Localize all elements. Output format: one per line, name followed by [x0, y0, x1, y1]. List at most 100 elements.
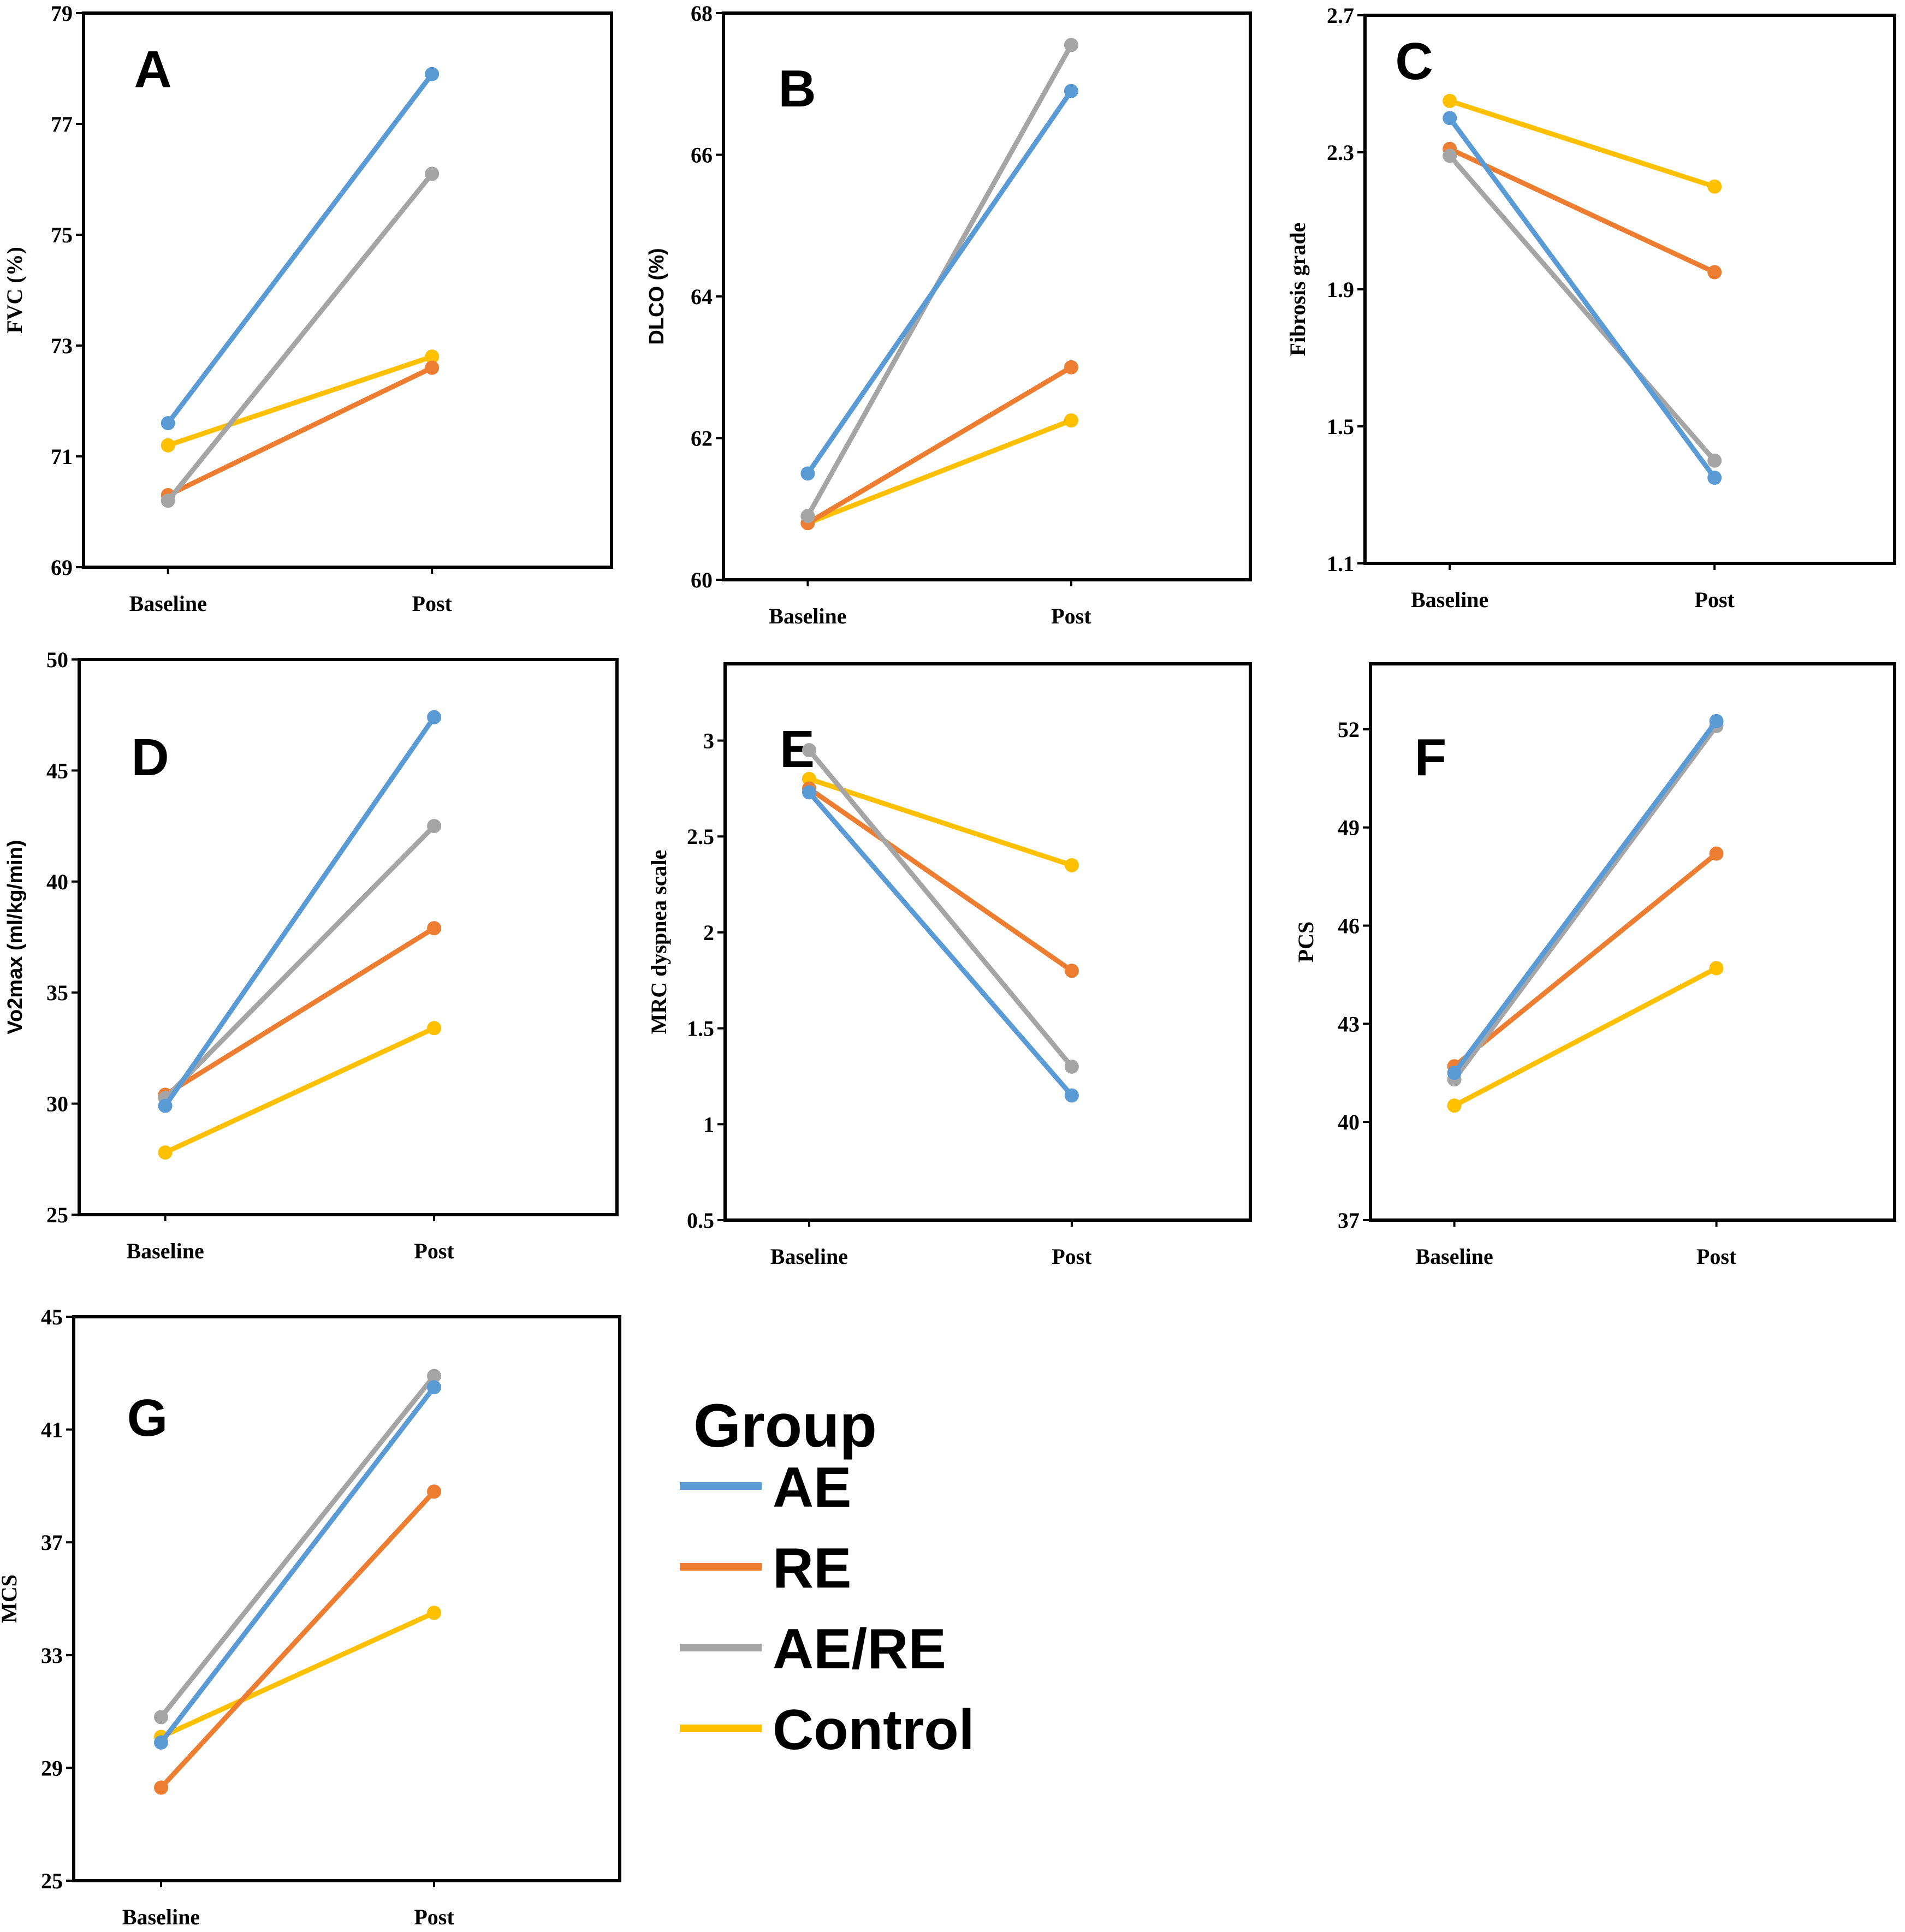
y-axis-label: Vo2max (ml/kg/min): [4, 840, 27, 1034]
series-line: [163, 925, 437, 1097]
series-ae: [800, 84, 1078, 481]
plot-frame: [72, 1315, 621, 1882]
series-line: [1447, 146, 1717, 275]
series-control: [158, 1021, 442, 1160]
legend-label: RE: [773, 1537, 851, 1600]
series-line: [806, 747, 1075, 1069]
x-tick-label: Post: [1696, 1244, 1737, 1269]
y-tick-label: 46: [1338, 914, 1360, 938]
series-ae: [154, 1380, 441, 1750]
data-point: [1709, 846, 1724, 861]
data-point: [1447, 1098, 1462, 1113]
legend-item-ae: AE: [680, 1456, 851, 1519]
x-tick-label: Baseline: [1415, 1244, 1493, 1269]
data-point: [158, 1145, 173, 1160]
legend-item-control: Control: [680, 1698, 975, 1762]
series-ae: [802, 785, 1079, 1103]
panel-letter: D: [131, 728, 169, 787]
series-line: [1452, 718, 1719, 1075]
series-re: [158, 921, 442, 1102]
data-point: [1707, 453, 1722, 468]
series-line: [158, 1489, 437, 1791]
y-tick-label: 2.5: [687, 824, 714, 849]
data-point: [802, 743, 816, 758]
x-tick-label: Post: [414, 1905, 454, 1929]
y-tick-label: 1: [703, 1112, 714, 1137]
x-tick-label: Baseline: [770, 1244, 848, 1269]
y-tick-label: 73: [51, 334, 73, 358]
series-line: [158, 1373, 437, 1720]
data-point: [1064, 1059, 1079, 1074]
data-point: [1064, 964, 1079, 978]
data-point: [1707, 179, 1722, 194]
data-point: [427, 1021, 442, 1036]
series-re: [154, 1484, 441, 1795]
series-line: [165, 171, 435, 503]
y-tick-label: 50: [46, 647, 68, 672]
plot-frame: [78, 658, 619, 1216]
x-tick-label: Baseline: [129, 591, 207, 616]
series-control: [1447, 961, 1724, 1113]
data-point: [1447, 1066, 1462, 1080]
y-tick-label: 0.5: [687, 1208, 714, 1233]
series-ae: [1443, 111, 1722, 485]
x-tick-label: Baseline: [1411, 587, 1488, 612]
series-line: [805, 418, 1074, 526]
y-axis-label: MCS: [0, 1574, 21, 1623]
data-point: [427, 710, 442, 724]
data-point: [1443, 148, 1457, 163]
data-point: [1064, 413, 1078, 428]
series-line: [165, 72, 435, 426]
y-tick-label: 2.7: [1327, 3, 1354, 28]
y-tick-label: 2.3: [1327, 140, 1354, 165]
data-point: [154, 1710, 168, 1725]
y-axis-label: Fibrosis grade: [1285, 223, 1310, 356]
y-tick-label: 45: [46, 758, 68, 783]
series-ae-re: [802, 743, 1079, 1074]
data-point: [1443, 111, 1457, 126]
x-tick-label: Baseline: [769, 604, 846, 628]
y-tick-label: 40: [46, 870, 68, 894]
data-point: [427, 1369, 441, 1383]
series-line: [806, 786, 1075, 973]
series-line: [1447, 98, 1717, 189]
panel-f: Baseline Post 37 40 43 46 49 52 PCS F: [1293, 662, 1896, 1269]
panel-e: Baseline Post 0.5 1 1.5 2 2.5 3 MRC dyspnea scal…: [646, 662, 1252, 1269]
y-tick-label: 66: [691, 143, 713, 168]
series-line: [1452, 965, 1719, 1108]
series-control: [802, 771, 1079, 872]
y-tick-label: 62: [691, 426, 713, 451]
data-point: [1707, 471, 1722, 485]
x-tick-label: Post: [412, 591, 453, 616]
y-tick-label: 43: [1338, 1012, 1360, 1036]
series-line: [163, 823, 437, 1101]
series-control: [800, 413, 1078, 531]
series-line: [805, 365, 1074, 526]
series-line: [1452, 723, 1719, 1082]
data-point: [1709, 714, 1724, 728]
data-point: [154, 1780, 168, 1795]
y-tick-label: 29: [41, 1756, 63, 1780]
panel-letter: F: [1415, 728, 1447, 787]
legend-title: Group: [693, 1392, 877, 1460]
y-tick-label: 1.5: [1327, 414, 1354, 439]
data-point: [427, 819, 442, 834]
legend-label: AE/RE: [773, 1618, 946, 1681]
y-tick-label: 79: [51, 1, 73, 26]
y-tick-label: 37: [1338, 1208, 1360, 1233]
data-point: [1064, 84, 1078, 98]
series-re: [802, 781, 1079, 978]
x-tick-label: Post: [1052, 1244, 1092, 1269]
data-point: [800, 509, 815, 524]
series-ae-re: [1443, 148, 1722, 468]
data-point: [802, 785, 816, 800]
y-tick-label: 33: [41, 1643, 63, 1668]
panel-letter: C: [1395, 32, 1433, 91]
y-tick-label: 35: [46, 980, 68, 1005]
series-control: [161, 349, 440, 453]
data-point: [800, 466, 815, 481]
data-point: [161, 416, 175, 431]
plot-frame: [723, 662, 1252, 1222]
